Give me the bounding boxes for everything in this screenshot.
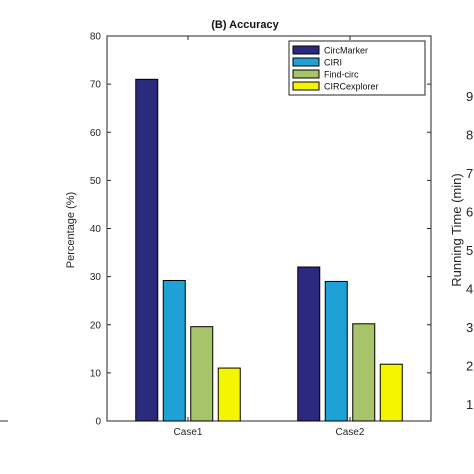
- adjacent-tick-label: 8: [466, 128, 473, 143]
- bar-find-circ-case1: [190, 326, 214, 422]
- legend: CircMarker CIRI Find-circ CIRCexplorer: [288, 40, 426, 96]
- y-tick-label: 10: [90, 368, 102, 379]
- adjacent-tick-label: 6: [466, 205, 473, 220]
- adjacent-panel-ylabel: Running Time (min): [449, 173, 464, 286]
- legend-label-circmarker: CircMarker: [324, 46, 368, 56]
- y-axis-label: Percentage (%): [65, 192, 77, 268]
- bars-group: [135, 78, 403, 422]
- y-tick-label: 40: [90, 224, 102, 235]
- bar-circexplorer-case1: [217, 367, 241, 422]
- y-tick-label: 60: [90, 128, 102, 139]
- legend-swatch-circexplorer: [292, 81, 320, 91]
- plot-frame: [106, 35, 432, 422]
- legend-swatch-ciri: [292, 57, 320, 67]
- y-tick-label: 50: [90, 176, 102, 187]
- y-tick-label: 0: [95, 417, 101, 428]
- x-tick-label: Case1: [174, 427, 203, 438]
- y-tick-label: 70: [90, 80, 102, 91]
- y-tick-label: 30: [90, 272, 102, 283]
- chart-title: (B) Accuracy: [211, 19, 279, 31]
- bar-ciri-case2: [324, 280, 348, 422]
- adjacent-panel-ticks: 9 8 7 6 5 4 3 2 1: [466, 89, 473, 412]
- bar-ciri-case1: [162, 279, 186, 422]
- legend-swatch-circmarker: [292, 45, 320, 55]
- bar-circexplorer-case2: [379, 363, 403, 422]
- adjacent-tick-label: 9: [466, 89, 473, 104]
- y-axis-ticks: 0 10 20 30 40 50 60 70 80: [90, 32, 431, 428]
- y-tick-label: 20: [90, 320, 102, 331]
- y-tick-label: 80: [90, 32, 102, 43]
- x-axis-ticks: Case1 Case2: [174, 36, 365, 438]
- adjacent-tick-label: 3: [466, 320, 473, 335]
- adjacent-tick-label: 2: [466, 359, 473, 374]
- legend-label-circexplorer: CIRCexplorer: [324, 82, 379, 92]
- bar-circmarker-case2: [297, 266, 321, 422]
- adjacent-tick-label: 7: [466, 166, 473, 181]
- legend-label-find-circ: Find-circ: [324, 70, 359, 80]
- bar-circmarker-case1: [135, 78, 159, 422]
- legend-label-ciri: CIRI: [324, 58, 342, 68]
- adjacent-tick-label: 4: [466, 282, 473, 297]
- bar-find-circ-case2: [352, 323, 376, 422]
- adjacent-tick-label: 5: [466, 243, 473, 258]
- x-tick-label: Case2: [336, 427, 365, 438]
- adjacent-tick-label: 1: [466, 397, 473, 412]
- legend-swatch-find-circ: [292, 69, 320, 79]
- plot-box: [106, 35, 432, 422]
